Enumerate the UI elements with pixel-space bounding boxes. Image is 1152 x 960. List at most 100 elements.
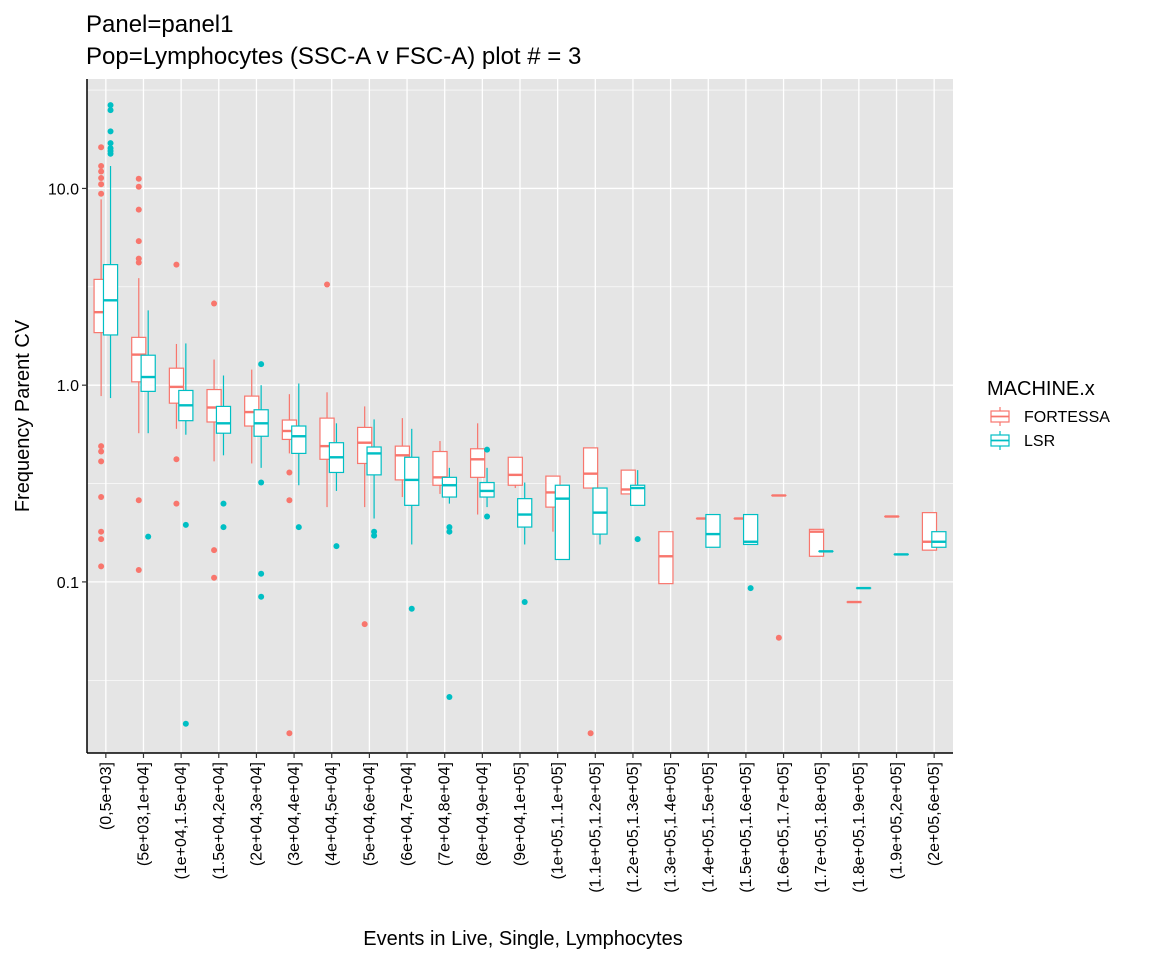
outlier-point xyxy=(173,500,180,507)
box-lsr-14 xyxy=(630,470,646,543)
outlier-point xyxy=(258,361,265,368)
box-lsr-0 xyxy=(102,102,119,399)
outlier-point xyxy=(107,140,114,147)
x-tick-label: (1e+04,1.5e+04] xyxy=(173,762,190,879)
outlier-point xyxy=(98,443,105,450)
outlier-point xyxy=(371,532,378,539)
outlier-point xyxy=(258,570,265,577)
box-fortessa-19 xyxy=(808,528,825,557)
outlier-point xyxy=(286,497,293,504)
outlier-point xyxy=(173,456,180,463)
iqr-box xyxy=(554,484,571,561)
outlier-point xyxy=(446,694,453,701)
iqr-box xyxy=(140,354,156,392)
legend-items: FORTESSA LSR xyxy=(990,407,1110,450)
outlier-point xyxy=(182,521,189,528)
x-tick-label: (2e+04,3e+04] xyxy=(248,762,265,866)
outlier-point xyxy=(98,528,105,535)
x-axis-title: Events in Live, Single, Lymphocytes xyxy=(363,928,682,950)
outlier-point xyxy=(361,621,368,628)
box-fortessa-13 xyxy=(582,447,599,737)
box-lsr-2 xyxy=(178,343,194,727)
iqr-box xyxy=(592,487,608,535)
x-tick-label: (1.3e+05,1.4e+05] xyxy=(663,762,680,893)
iqr-box xyxy=(215,405,232,434)
iqr-box xyxy=(931,531,947,548)
iqr-box xyxy=(441,476,458,498)
outlier-point xyxy=(98,163,105,170)
outlier-point xyxy=(98,190,105,197)
outlier-point xyxy=(98,175,105,182)
outlier-point xyxy=(182,720,189,727)
outlier-point xyxy=(220,524,227,531)
x-tick-label: (3e+04,4e+04] xyxy=(286,762,303,866)
outlier-point xyxy=(747,585,754,592)
x-tick-label: (5e+03,1e+04] xyxy=(135,762,152,866)
box-lsr-3 xyxy=(215,375,232,531)
x-tick-label: (1.4e+05,1.5e+05] xyxy=(700,762,717,893)
outlier-point xyxy=(286,469,293,476)
y-axis-title: Frequency Parent CV xyxy=(12,319,34,512)
x-tick-label: (0,5e+03] xyxy=(98,762,115,830)
outlier-point xyxy=(446,528,453,535)
box-lsr-11 xyxy=(517,482,533,606)
x-tick-label: (1.9e+05,2e+05] xyxy=(889,762,906,879)
outlier-point xyxy=(98,168,105,175)
outlier-point xyxy=(107,107,114,114)
legend-label: LSR xyxy=(1024,433,1055,450)
chart-title-line-1: Panel=panel1 xyxy=(86,11,233,38)
x-tick-label: (9e+04,1e+05] xyxy=(512,762,529,866)
outlier-point xyxy=(135,206,142,213)
box-lsr-1 xyxy=(140,310,156,540)
outlier-point xyxy=(211,547,218,554)
x-tick-label: (6e+04,7e+04] xyxy=(399,762,416,866)
outlier-point xyxy=(135,497,142,504)
x-tick-label: (4e+04,5e+04] xyxy=(324,762,341,866)
box-fortessa-18 xyxy=(771,494,787,641)
outlier-point xyxy=(211,300,218,307)
outlier-point xyxy=(286,730,293,737)
box-lsr-16 xyxy=(705,513,721,548)
outlier-point xyxy=(145,533,152,540)
legend-label: FORTESSA xyxy=(1024,409,1110,426)
x-tick-label: (1.6e+05,1.7e+05] xyxy=(776,762,793,893)
box-lsr-12 xyxy=(554,484,571,561)
legend-title: MACHINE.x xyxy=(987,378,1095,400)
outlier-point xyxy=(135,238,142,245)
x-tick-label: (5e+04,6e+04] xyxy=(361,762,378,866)
outlier-point xyxy=(408,605,415,612)
outlier-point xyxy=(135,566,142,573)
outlier-point xyxy=(135,259,142,266)
iqr-box xyxy=(658,531,674,585)
y-tick-label: 10.0 xyxy=(48,181,79,198)
box-lsr-4 xyxy=(253,361,269,600)
box-lsr-22 xyxy=(931,531,947,548)
iqr-box xyxy=(582,447,599,489)
outlier-point xyxy=(484,513,491,520)
legend-item-lsr: LSR xyxy=(990,431,1055,450)
x-tick-label: (1.7e+05,1.8e+05] xyxy=(813,762,830,893)
legend: MACHINE.x FORTESSA LSR xyxy=(987,378,1110,450)
series-lsr xyxy=(102,102,947,727)
outlier-point xyxy=(484,446,491,453)
iqr-box xyxy=(404,456,420,506)
outlier-point xyxy=(258,593,265,600)
outlier-point xyxy=(98,144,105,151)
chart-title-line-2: Pop=Lymphocytes (SSC-A v FSC-A) plot # =… xyxy=(86,43,581,70)
outlier-point xyxy=(98,536,105,543)
outlier-point xyxy=(258,479,265,486)
iqr-box xyxy=(469,448,486,478)
x-tick-label: (1e+05,1.1e+05] xyxy=(550,762,567,879)
x-tick-label: (7e+04,8e+04] xyxy=(437,762,454,866)
box-fortessa-10 xyxy=(469,423,486,515)
iqr-box xyxy=(291,425,307,454)
outlier-point xyxy=(98,181,105,188)
outlier-point xyxy=(333,543,340,550)
box-fortessa-15 xyxy=(658,531,674,585)
outlier-point xyxy=(135,175,142,182)
outlier-point xyxy=(173,261,180,268)
outlier-point xyxy=(521,599,528,606)
outlier-point xyxy=(135,183,142,190)
box-lsr-6 xyxy=(328,423,345,550)
box-lsr-7 xyxy=(366,419,382,539)
